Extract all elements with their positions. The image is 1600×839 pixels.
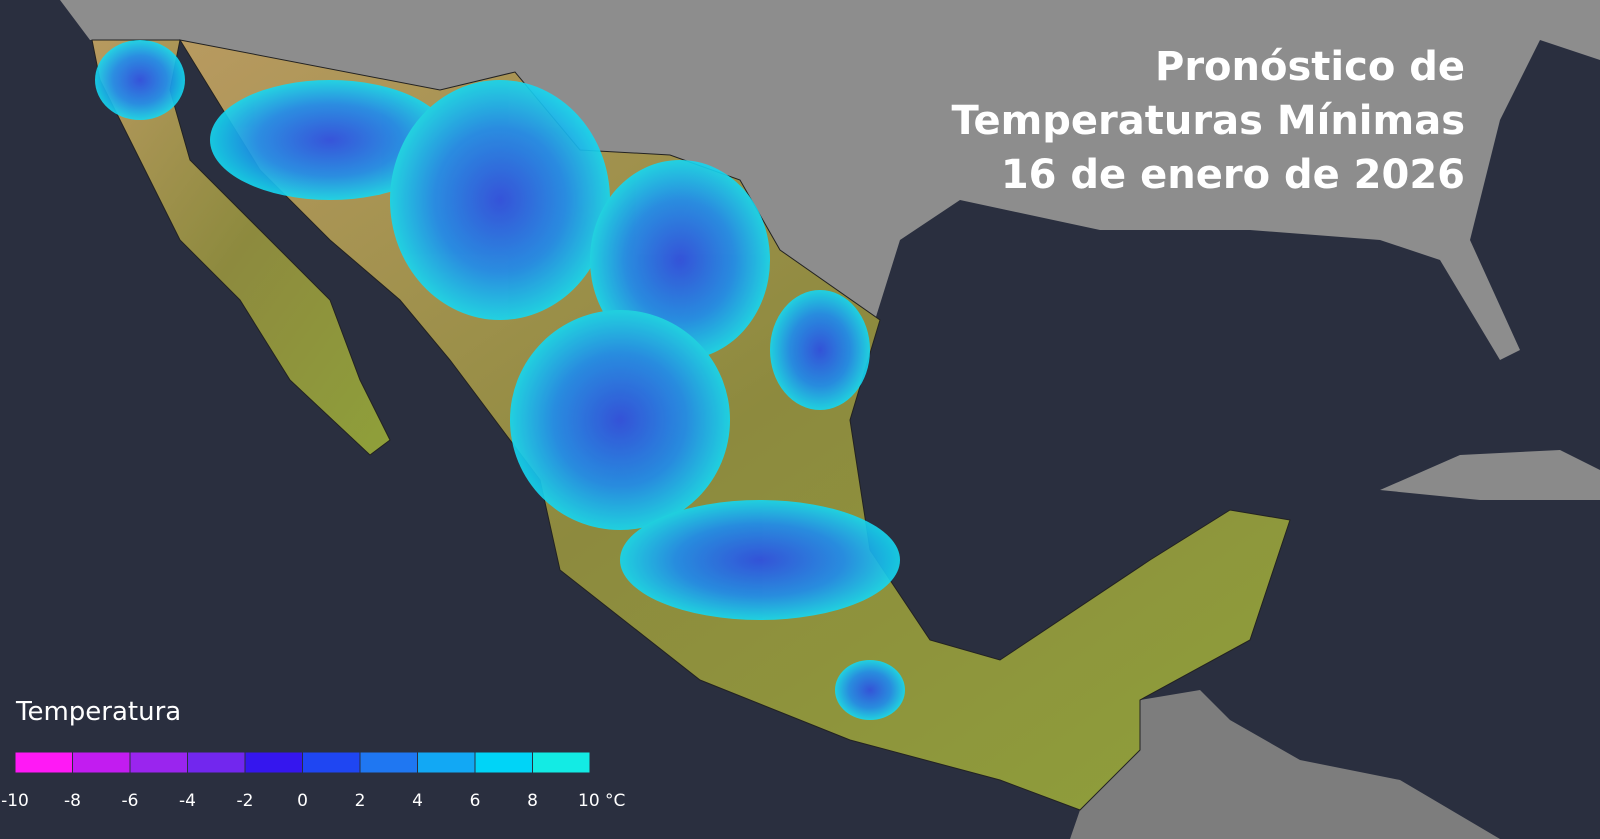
legend-tick-label: -10 [1,791,29,811]
legend-swatch [417,751,476,774]
legend-title: Temperatura [15,697,181,727]
legend-swatch [187,751,246,774]
legend-tick-label: 6 [470,791,481,811]
title-line: Temperaturas Mínimas [952,98,1466,144]
cold-area [95,40,185,120]
cold-areas [95,40,905,720]
legend: -10 -8 -6 -4 -2 0 2 4 6 8 10 °C [1,751,625,811]
legend-swatch [72,751,131,774]
cold-area [835,660,905,720]
baja-california [91,39,391,456]
legend-tick-label: -4 [179,791,196,811]
cold-area [770,290,870,410]
cold-area [510,310,730,530]
legend-tick-label: -2 [237,791,254,811]
title: Pronóstico de Temperaturas Mínimas 16 de e… [952,44,1466,198]
cold-area [390,80,610,320]
legend-swatch [302,751,361,774]
legend-swatch [359,751,418,774]
cold-area [620,500,900,620]
legend-tick-label: 2 [355,791,366,811]
central-america-land [1070,690,1500,839]
usa-land [60,0,1600,360]
legend-tick-label: 10 °C [578,791,625,811]
legend-tick-label: -8 [64,791,81,811]
cold-area [590,160,770,360]
cold-area [210,80,450,200]
legend-tick-label: -6 [122,791,139,811]
legend-swatch [129,751,188,774]
legend-swatch [244,751,303,774]
title-line: Pronóstico de [1155,44,1465,90]
legend-swatch [474,751,533,774]
legend-swatch [14,751,73,774]
cuba-land [1380,450,1600,500]
legend-tick-label: 0 [297,791,308,811]
title-line: 16 de enero de 2026 [1001,152,1465,198]
legend-tick-label: 4 [412,791,423,811]
legend-swatch [532,751,591,774]
legend-tick-label: 8 [527,791,538,811]
